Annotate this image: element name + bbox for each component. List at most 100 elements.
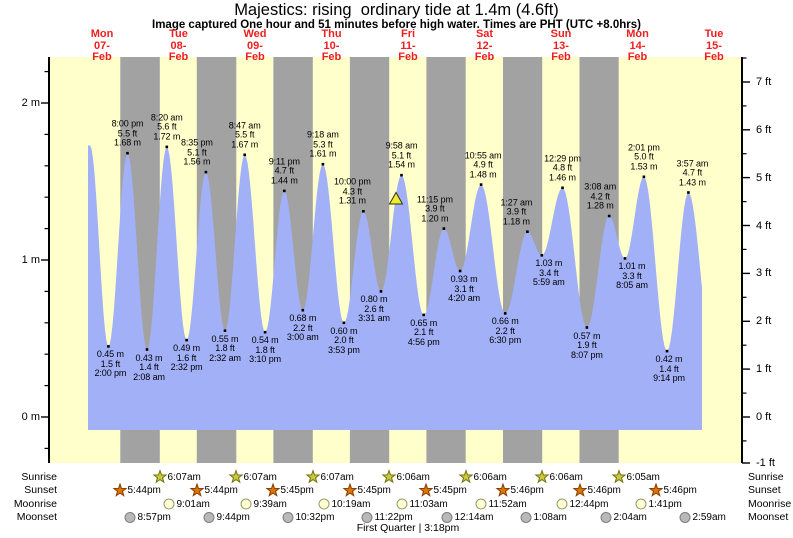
tide-label-line: 2.2 ft: [293, 322, 313, 333]
moonrise-time-label: 9:39am: [253, 498, 287, 510]
tide-label-line: 3:08 am: [584, 181, 617, 192]
tide-label-line: 5.3 ft: [313, 139, 333, 150]
tide-label-line: 5.5 ft: [117, 128, 138, 139]
tide-label-line: 0.54 m: [251, 335, 279, 346]
tide-label-line: 2.6 ft: [364, 303, 384, 314]
tide-label-line: 0.49 m: [173, 343, 201, 354]
sunset-icon: [112, 482, 128, 497]
tide-label-line: 8:47 am: [228, 120, 261, 131]
day-date: 12-Feb: [474, 39, 495, 63]
tide-low-label: 0.43 m 1.4 ft 2:08 am: [133, 352, 165, 383]
tide-label-line: 2.1 ft: [413, 327, 434, 338]
tide-label-line: 0.45 m: [96, 349, 124, 360]
tide-extreme-dot: [442, 227, 446, 230]
day-date: 09-Feb: [245, 39, 265, 63]
tide-label-line: 3:57 am: [676, 158, 709, 168]
tide-label-line: 1.43 m: [678, 177, 706, 187]
tide-label-line: 9:18 am: [306, 129, 339, 140]
sunset-time-label: 5:45pm: [280, 485, 314, 496]
tide-label-line: 1.61 m: [309, 148, 337, 159]
tide-label-line: 4.7 ft: [682, 167, 703, 178]
sunrise-icon: [534, 469, 550, 484]
day-date: 10-Feb: [321, 39, 342, 63]
tide-low-label: 0.60 m 2.0 ft 3:53 pm: [328, 326, 360, 356]
tide-low-label: 1.03 m 3.4 ft 5:59 am: [533, 259, 565, 288]
tide-extreme-dot: [400, 173, 403, 177]
sunset-icon: [189, 482, 205, 497]
day-label: Fri 11-Feb: [398, 28, 418, 64]
chart-subtitle: Image captured One hour and 51 minutes b…: [152, 19, 641, 31]
sunrise-time-label: 6:06am: [549, 471, 583, 483]
tide-extreme-dot: [107, 345, 110, 348]
tide-label-line: 2:00 pm: [94, 368, 127, 379]
tide-label-line: 1.28 m: [586, 200, 614, 211]
sunrise-icon: [152, 469, 168, 484]
tide-label-line: 3.9 ft: [425, 203, 445, 214]
day-label: Tue 08-Feb: [169, 28, 189, 64]
axis-label-right: 4 ft: [756, 219, 772, 232]
tide-label-line: 1.4 ft: [659, 363, 679, 374]
chart-title: Majestics: rising ordinary tide at 1.4m …: [234, 1, 559, 19]
sunrise-time-label: 6:06am: [473, 471, 507, 483]
tide-label-line: 4.3 ft: [342, 186, 363, 197]
tide-label-line: 4.7 ft: [274, 165, 295, 176]
tide-label-line: 10:55 am: [464, 150, 502, 161]
moonset-icon: [361, 512, 373, 523]
tide-label-line: 1:27 am: [500, 197, 533, 208]
tide-extreme-dot: [321, 162, 325, 166]
tide-label-line: 5.6 ft: [157, 121, 177, 132]
day-name: Fri: [400, 28, 416, 40]
tide-label-line: 5.1 ft: [391, 150, 412, 161]
moonset-time-label: 12:14am: [454, 512, 494, 523]
tide-label-line: 10:00 pm: [334, 176, 371, 187]
row-label-moonrise-left: Moonrise: [13, 497, 57, 510]
axis-label-right: 1 ft: [756, 363, 772, 376]
moonset-icon: [600, 512, 612, 523]
tide-label-line: 0.80 m: [360, 294, 388, 305]
tide-label-line: 9:14 pm: [653, 373, 685, 384]
tide-label-line: 0.43 m: [135, 352, 163, 363]
moonrise-time-label: 9:01am: [176, 498, 210, 510]
day-date: 11-Feb: [398, 39, 418, 63]
day-name: Mon: [90, 28, 114, 40]
tide-label-line: 8:07 pm: [570, 349, 603, 360]
tide-high-label: 1:27 am 3.9 ft 1.18 m: [500, 198, 532, 227]
moon-phase-label: First Quarter | 3:18pm: [356, 522, 460, 534]
tide-label-line: 1.31 m: [338, 195, 366, 206]
moonset-icon: [124, 512, 136, 523]
axis-label-left: 2 m: [21, 97, 40, 109]
moonset-time-label: 10:32pm: [295, 512, 335, 523]
tide-label-line: 8:35 pm: [180, 137, 213, 148]
moonset-icon: [520, 512, 532, 523]
day-label: Thu 10-Feb: [321, 28, 342, 64]
sunrise-icon: [381, 469, 397, 484]
tide-extreme-dot: [422, 313, 425, 317]
moonset-time-label: 2:04am: [613, 512, 647, 523]
tide-extreme-dot: [126, 151, 129, 155]
moonset-time-label: 8:57pm: [137, 512, 171, 523]
tide-high-label: 10:55 am 4.9 ft 1.48 m: [465, 151, 502, 180]
moonrise-icon: [240, 498, 252, 510]
axis-label-right: 5 ft: [756, 171, 772, 184]
tide-extreme-dot: [379, 290, 383, 293]
tide-label-line: 2:01 pm: [627, 142, 660, 153]
axis-label-right: 2 ft: [756, 315, 772, 328]
tide-low-label: 0.66 m 2.2 ft 6:30 pm: [489, 317, 521, 346]
tide-label-line: 0.65 m: [410, 317, 438, 328]
tide-high-label: 3:57 am 4.7 ft 1.43 m: [676, 158, 709, 188]
tide-high-label: 9:58 am 5.1 ft 1.54 m: [386, 141, 418, 171]
tide-label-line: 3:31 am: [358, 313, 390, 324]
tide-label-line: 1.6 ft: [176, 352, 197, 363]
tide-extreme-dot: [607, 214, 611, 218]
tide-label-line: 1.20 m: [421, 213, 449, 224]
tide-extreme-dot: [503, 312, 507, 315]
tide-label-line: 0.93 m: [450, 274, 478, 284]
moonrise-time-label: 12:44pm: [569, 498, 609, 510]
tide-label-line: 0.57 m: [573, 330, 601, 341]
tide-label-line: 2:32 pm: [170, 362, 203, 373]
tide-extreme-dot: [479, 183, 483, 186]
sunrise-time-label: 6:07am: [243, 471, 277, 483]
axis-label-right: -1 ft: [756, 457, 775, 469]
sunset-time-label: 5:46pm: [663, 485, 697, 496]
